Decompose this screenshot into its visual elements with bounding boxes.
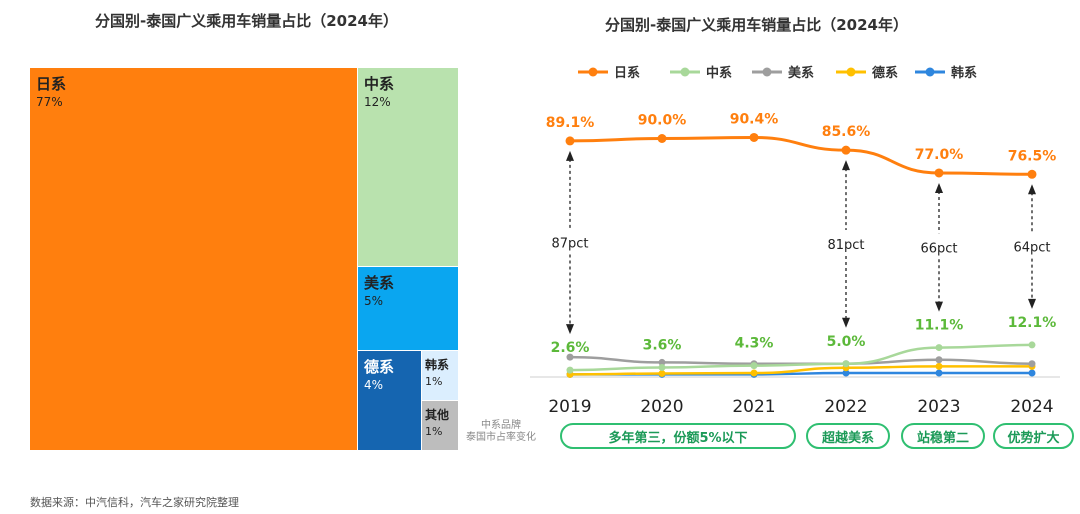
legend-label-usa: 美系	[788, 65, 814, 81]
point-korea-2024	[1028, 369, 1036, 377]
treemap-cell-germany: 德系 4%	[358, 351, 421, 450]
point-korea-2023	[935, 369, 943, 377]
gap-arrowhead-up-2024	[1028, 184, 1036, 195]
data-source: 数据来源：中汽信科，汽车之家研究院整理	[30, 496, 239, 509]
point-germany-2021	[750, 369, 758, 377]
treemap-cell-label: 韩系	[425, 358, 450, 372]
pill-row-label-line1: 中系品牌	[481, 420, 521, 431]
point-japan-2020	[657, 134, 667, 143]
point-china-2021	[750, 362, 758, 370]
point-china-2022	[842, 360, 850, 368]
treemap-cell-china: 中系 12%	[358, 68, 458, 266]
point-china-2019	[566, 366, 574, 374]
data-label-china-2019: 2.6%	[551, 340, 590, 356]
treemap-cell-value: 1%	[425, 425, 443, 438]
treemap-cell-value: 12%	[364, 95, 391, 109]
x-tick-2024: 2024	[1010, 397, 1053, 417]
legend-label-china: 中系	[706, 65, 732, 81]
x-tick-2023: 2023	[917, 397, 960, 417]
data-label-japan-2021: 90.4%	[730, 111, 779, 127]
data-label-japan-2023: 77.0%	[915, 147, 964, 163]
gap-label-2024: 64pct	[1013, 241, 1050, 256]
line-chart: 日系 中系 美系 德系 韩系 89.1% 90.0% 90.4% 85.6% 77.0% 76.5%…	[530, 65, 1060, 417]
treemap-cell-value: 77%	[36, 95, 63, 109]
treemap-cell-value: 1%	[425, 375, 443, 388]
treemap-cell-value: 4%	[364, 378, 384, 392]
point-germany-2023	[935, 362, 943, 370]
series-line-china	[569, 343, 1033, 372]
x-tick-2022: 2022	[824, 397, 867, 417]
pill-tag-1: 多年第三，份额5%以下	[560, 423, 796, 449]
point-usa-2024	[1028, 360, 1036, 368]
treemap-cell-label: 德系	[364, 358, 395, 376]
line-chart-title: 分国别-泰国广义乘用车销量占比（2024年）	[605, 16, 908, 34]
treemap-cell-japan: 日系 77%	[30, 68, 357, 450]
series-line-germany	[569, 365, 1032, 376]
point-japan-2023	[934, 168, 944, 178]
gap-arrowhead-down-2024	[1028, 298, 1036, 309]
gap-arrowhead-up-2019	[566, 150, 574, 161]
point-korea-2022	[842, 369, 850, 377]
treemap-cell-other: 其他 1%	[422, 401, 458, 450]
data-label-japan-2020: 90.0%	[638, 113, 687, 129]
point-china-2023	[935, 344, 943, 352]
treemap-cell-label: 日系	[36, 75, 67, 93]
point-japan-2022	[841, 145, 851, 155]
x-tick-2021: 2021	[732, 397, 775, 417]
point-japan-2024	[1027, 169, 1037, 179]
data-label-japan-2019: 89.1%	[546, 115, 595, 131]
legend-marker-japan	[588, 67, 598, 77]
legend-label-germany: 德系	[872, 65, 898, 81]
data-label-japan-2022: 85.6%	[822, 124, 871, 140]
gap-label-2019: 87pct	[551, 236, 588, 251]
data-label-japan-2024: 76.5%	[1008, 148, 1057, 164]
point-china-2024	[1028, 341, 1036, 349]
x-tick-2020: 2020	[640, 397, 683, 417]
data-label-china-2024: 12.1%	[1008, 315, 1057, 331]
point-japan-2019	[565, 136, 575, 146]
gap-arrowhead-up-2022	[842, 160, 850, 171]
point-usa-2020	[658, 358, 666, 366]
pill-row-label-line2: 泰国市占率变化	[466, 432, 536, 443]
gap-arrowhead-up-2023	[935, 182, 943, 193]
treemap-cell-value: 5%	[364, 294, 384, 308]
point-japan-2021	[749, 132, 759, 142]
legend-marker-usa	[762, 67, 772, 77]
pill-tag-2: 超越美系	[806, 423, 890, 449]
legend-marker-korea	[925, 67, 935, 77]
legend-marker-china	[680, 67, 690, 77]
point-usa-2023	[935, 356, 943, 364]
legend-label-japan: 日系	[614, 65, 640, 81]
data-label-china-2020: 3.6%	[643, 337, 682, 353]
gap-arrowhead-down-2019	[566, 324, 574, 335]
gap-label-2023: 66pct	[920, 241, 957, 256]
treemap-cell-label: 美系	[364, 274, 395, 292]
legend-label-korea: 韩系	[951, 65, 977, 81]
point-usa-2019	[566, 353, 574, 361]
gap-label-2022: 81pct	[827, 238, 864, 253]
data-label-china-2022: 5.0%	[827, 334, 866, 350]
treemap-title: 分国别-泰国广义乘用车销量占比（2024年）	[95, 12, 398, 30]
gap-arrowhead-down-2023	[935, 301, 943, 312]
treemap-cell-korea: 韩系 1%	[422, 351, 458, 400]
legend-marker-germany	[846, 67, 856, 77]
point-germany-2020	[658, 370, 666, 378]
pill-tag-4: 优势扩大	[993, 423, 1074, 449]
point-china-2020	[658, 363, 666, 371]
treemap-cell-label: 其他	[425, 408, 450, 422]
pill-row-label: 中系品牌 泰国市占率变化	[466, 420, 536, 444]
series-line-japan	[569, 135, 1033, 176]
gap-arrowhead-down-2022	[842, 317, 850, 328]
treemap-cell-label: 中系	[364, 75, 395, 93]
series-line-usa	[569, 355, 1033, 366]
data-label-china-2023: 11.1%	[915, 318, 964, 334]
x-tick-2019: 2019	[548, 397, 591, 417]
pill-tag-3: 站稳第二	[901, 423, 985, 449]
treemap-cell-usa: 美系 5%	[358, 267, 458, 350]
data-label-china-2021: 4.3%	[735, 336, 774, 352]
